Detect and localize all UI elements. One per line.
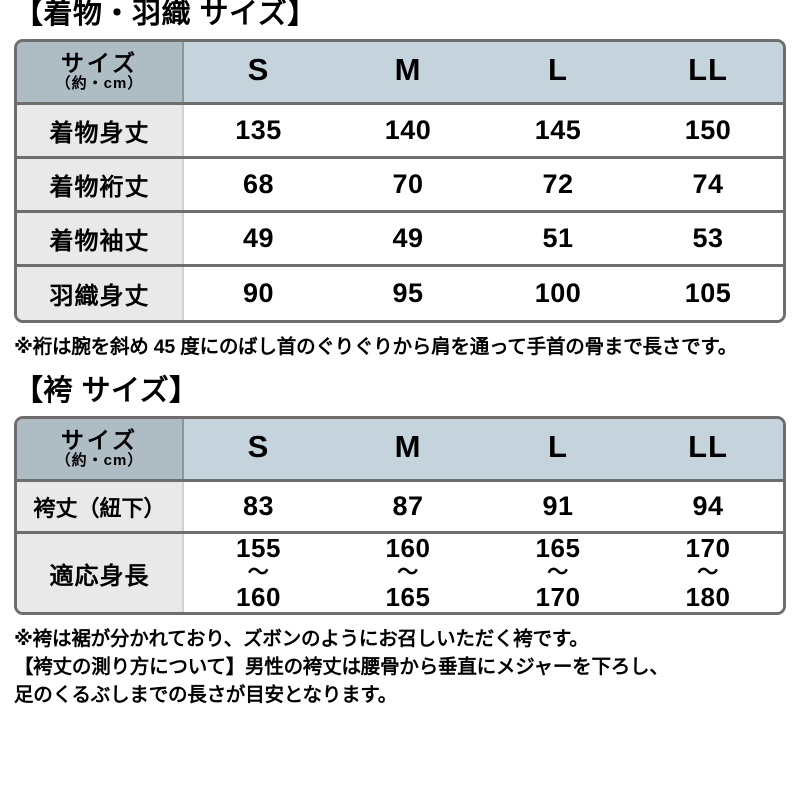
header-size-m: M <box>333 419 483 483</box>
kimono-haori-section: 【着物・羽織 サイズ】 サイズ （約・cm） S M L <box>14 0 786 361</box>
row-label-haori-mitake: 羽織身丈 <box>17 264 184 320</box>
header-size-label-line1: サイズ <box>60 426 139 453</box>
row-label-kimono-mitake: 着物身丈 <box>17 103 184 158</box>
table-row: 着物袖丈 49 49 51 53 <box>17 210 783 266</box>
table-row: 袴丈（紐下） 83 87 91 94 <box>17 480 783 533</box>
range-value: 155 〜 160 <box>184 534 333 612</box>
cell-haori-mitake-m: 95 <box>333 264 483 320</box>
table-header-row: サイズ （約・cm） S M L LL <box>17 419 783 483</box>
cell-hakama-take-s: 83 <box>183 480 333 533</box>
cell-kimono-mitake-l: 145 <box>483 103 633 158</box>
header-size-l: L <box>483 42 633 105</box>
table-row: 着物身丈 135 140 145 150 <box>17 103 783 158</box>
range-tilde: 〜 <box>397 561 419 585</box>
table-row: 着物裄丈 68 70 72 74 <box>17 156 783 212</box>
cell-kimono-sodetake-l: 51 <box>483 210 633 266</box>
table-header-row: サイズ （約・cm） S M L LL <box>17 42 783 105</box>
cell-haori-mitake-ll: 105 <box>633 264 783 320</box>
range-to: 160 <box>236 582 281 613</box>
header-size-label-cell: サイズ （約・cm） <box>17 42 184 105</box>
header-size-m: M <box>333 42 483 105</box>
cell-hakama-take-l: 91 <box>483 480 633 533</box>
kimono-haori-size-table: サイズ （約・cm） S M L LL 着物身丈 135 140 145 <box>17 42 783 320</box>
header-size-label-cell: サイズ （約・cm） <box>17 419 184 483</box>
range-to: 165 <box>385 582 431 613</box>
row-label-kimono-yukitake: 着物裄丈 <box>17 156 184 212</box>
cell-hakama-take-ll: 94 <box>633 480 783 533</box>
range-value: 165 〜 170 <box>483 534 633 612</box>
range-tilde: 〜 <box>697 561 719 585</box>
hakama-section-title: 【袴 サイズ】 <box>14 375 199 408</box>
cell-haori-mitake-l: 100 <box>483 264 633 320</box>
kimono-haori-size-table-wrap: サイズ （約・cm） S M L LL 着物身丈 135 140 145 <box>14 39 786 323</box>
row-label-kimono-sodetake: 着物袖丈 <box>17 210 184 266</box>
header-size-s: S <box>183 419 333 483</box>
cell-tekio-shincho-m: 160 〜 165 <box>333 531 483 613</box>
hakama-size-table: サイズ （約・cm） S M L LL 袴丈（紐下） 83 87 91 <box>17 419 783 613</box>
cell-kimono-yukitake-l: 72 <box>483 156 633 212</box>
hakama-note-line-1: ※袴は裾が分かれており、ズボンのようにお召しいただく袴です。 <box>14 628 589 651</box>
header-size-label-line1: サイズ <box>60 49 139 76</box>
cell-hakama-take-m: 87 <box>333 480 483 533</box>
range-value: 160 〜 165 <box>333 534 483 612</box>
cell-kimono-mitake-m: 140 <box>333 103 483 158</box>
row-label-tekio-shincho: 適応身長 <box>17 531 184 613</box>
cell-kimono-yukitake-s: 68 <box>183 156 333 212</box>
cell-tekio-shincho-l: 165 〜 170 <box>483 531 633 613</box>
cell-tekio-shincho-ll: 170 〜 180 <box>633 531 783 613</box>
range-tilde: 〜 <box>247 561 270 585</box>
cell-kimono-sodetake-s: 49 <box>183 210 333 266</box>
range-to: 170 <box>535 582 581 613</box>
cell-tekio-shincho-s: 155 〜 160 <box>183 531 333 613</box>
header-size-label-line2: （約・cm） <box>55 74 144 92</box>
hakama-section: 【袴 サイズ】 サイズ （約・cm） S M L <box>14 377 786 709</box>
kimono-haori-note-line-1: ※裄は腕を斜め 45 度にのばし首のぐりぐりから肩を通って手首の骨まで長さです。 <box>14 335 738 358</box>
range-value: 170 〜 180 <box>633 534 783 612</box>
table-row: 適応身長 155 〜 160 160 〜 <box>17 531 783 613</box>
row-label-hakama-take: 袴丈（紐下） <box>17 480 184 533</box>
range-tilde: 〜 <box>547 561 569 585</box>
cell-kimono-sodetake-m: 49 <box>333 210 483 266</box>
table-row: 羽織身丈 90 95 100 105 <box>17 264 783 320</box>
header-size-ll: LL <box>633 42 783 105</box>
cell-kimono-yukitake-m: 70 <box>333 156 483 212</box>
hakama-note-line-2: 【袴丈の測り方について】男性の袴丈は腰骨から垂直にメジャーを下ろし、 <box>14 656 669 679</box>
range-from: 155 <box>236 533 281 564</box>
hakama-note-line-3: 足のくるぶしまでの長さが目安となります。 <box>14 683 398 706</box>
header-size-label-line2: （約・cm） <box>55 451 144 469</box>
cell-kimono-mitake-ll: 150 <box>633 103 783 158</box>
cell-kimono-sodetake-ll: 53 <box>633 210 783 266</box>
header-size-ll: LL <box>633 419 783 483</box>
cell-kimono-yukitake-ll: 74 <box>633 156 783 212</box>
range-to: 180 <box>685 582 731 613</box>
hakama-size-table-wrap: サイズ （約・cm） S M L LL 袴丈（紐下） 83 87 91 <box>14 416 786 616</box>
header-size-l: L <box>483 419 633 483</box>
kimono-haori-section-title: 【着物・羽織 サイズ】 <box>14 0 317 30</box>
range-from: 160 <box>385 533 431 564</box>
cell-kimono-mitake-s: 135 <box>183 103 333 158</box>
range-from: 170 <box>685 533 731 564</box>
cell-haori-mitake-s: 90 <box>183 264 333 320</box>
range-from: 165 <box>535 533 581 564</box>
header-size-s: S <box>183 42 333 105</box>
